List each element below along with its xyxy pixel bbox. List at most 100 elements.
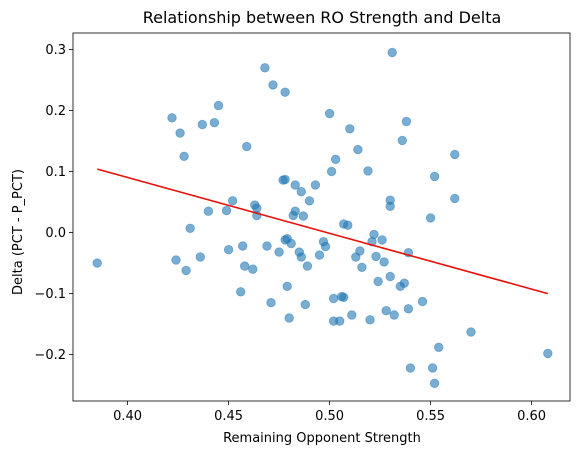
- data-point: [373, 276, 383, 287]
- data-point: [197, 119, 208, 130]
- x-tick-label: 0.45: [214, 409, 243, 424]
- data-point: [185, 223, 195, 234]
- y-tick-label: −0.1: [34, 287, 66, 302]
- data-point: [290, 206, 300, 216]
- scatter-points: [92, 47, 553, 389]
- data-point: [403, 304, 414, 314]
- data-point: [296, 186, 307, 197]
- data-point: [252, 203, 262, 213]
- data-point: [221, 205, 232, 216]
- y-axis-ticks: −0.2 −0.1 0.0 0.1 0.2 0.3: [34, 43, 73, 363]
- data-point: [167, 113, 177, 123]
- y-tick-label: 0.1: [45, 165, 66, 180]
- data-point: [223, 244, 234, 255]
- data-point: [227, 196, 238, 206]
- data-point: [213, 100, 224, 111]
- data-point: [324, 108, 335, 119]
- data-point: [171, 255, 181, 265]
- data-point: [425, 213, 436, 223]
- data-point: [543, 348, 553, 359]
- data-point: [248, 264, 258, 274]
- data-point: [397, 135, 408, 146]
- x-axis-ticks: 0.40 0.45 0.50 0.55 0.60: [113, 401, 546, 424]
- y-tick-label: 0.3: [45, 43, 66, 58]
- data-point: [326, 166, 337, 177]
- data-point: [304, 196, 315, 206]
- data-point: [175, 128, 185, 138]
- x-tick-label: 0.60: [517, 409, 546, 424]
- data-point: [355, 246, 365, 256]
- data-point: [241, 141, 252, 152]
- y-tick-label: 0.2: [45, 104, 66, 119]
- trend-line: [97, 168, 548, 295]
- data-point: [282, 281, 292, 292]
- data-point: [284, 313, 294, 323]
- data-point: [181, 265, 191, 276]
- trend-line-layer: [97, 168, 548, 295]
- data-point: [434, 342, 444, 353]
- data-point: [328, 293, 339, 304]
- data-point: [330, 154, 341, 165]
- data-point: [466, 327, 476, 337]
- data-point: [209, 117, 220, 128]
- data-point: [369, 229, 379, 240]
- data-point: [195, 252, 206, 262]
- data-point: [343, 220, 353, 230]
- x-tick-label: 0.55: [416, 409, 445, 424]
- data-point: [377, 235, 387, 245]
- data-point: [379, 257, 389, 267]
- data-point: [385, 271, 395, 282]
- data-point: [262, 241, 272, 251]
- data-point: [92, 258, 102, 268]
- data-point: [286, 238, 296, 249]
- data-point: [280, 87, 290, 97]
- data-point: [290, 180, 300, 190]
- data-point: [381, 306, 391, 316]
- data-point: [298, 211, 309, 221]
- data-point: [353, 144, 363, 155]
- data-point: [320, 241, 331, 252]
- data-point: [450, 149, 460, 160]
- data-point: [335, 316, 345, 326]
- data-point: [345, 124, 355, 134]
- data-point: [179, 151, 189, 162]
- data-point: [300, 299, 311, 310]
- x-axis-label: Remaining Opponent Strength: [223, 431, 421, 446]
- data-point: [450, 193, 460, 204]
- data-point: [268, 80, 278, 90]
- data-point: [296, 252, 307, 262]
- data-point: [401, 116, 412, 127]
- data-point: [302, 261, 313, 271]
- data-point: [314, 250, 325, 260]
- data-point: [347, 310, 357, 320]
- data-point: [339, 292, 349, 303]
- data-point: [239, 261, 250, 271]
- data-point: [429, 378, 440, 389]
- x-tick-label: 0.50: [315, 409, 344, 424]
- data-point: [399, 278, 410, 288]
- data-point: [203, 206, 214, 216]
- data-point: [237, 241, 248, 251]
- data-point: [387, 47, 397, 58]
- data-point: [266, 298, 276, 308]
- data-point: [389, 310, 399, 320]
- y-tick-label: −0.2: [34, 348, 66, 363]
- data-point: [235, 287, 246, 297]
- data-point: [260, 63, 270, 73]
- data-point: [385, 201, 395, 212]
- data-point: [274, 247, 284, 257]
- data-point: [357, 262, 367, 273]
- y-tick-label: 0.0: [45, 226, 66, 241]
- data-point: [371, 251, 381, 262]
- data-point: [429, 171, 440, 182]
- x-tick-label: 0.40: [113, 409, 142, 424]
- data-point: [363, 166, 373, 176]
- data-point: [427, 363, 438, 373]
- plot-frame: [72, 32, 571, 402]
- data-point: [405, 363, 416, 373]
- data-point: [280, 174, 290, 185]
- data-point: [310, 180, 321, 190]
- data-point: [417, 296, 428, 307]
- y-axis-label: Delta (PCT - P_PCT): [11, 169, 26, 295]
